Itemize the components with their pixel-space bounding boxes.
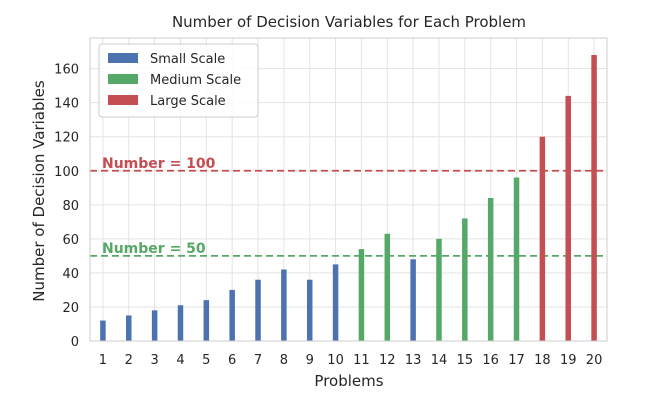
bar xyxy=(436,238,442,341)
x-tick-labels: 1 2 3 4 5 6 7 8 9 10 11 12 13 14 15 16 17 18 19 20 xyxy=(99,353,603,368)
y-tick-label: 20 xyxy=(62,301,79,316)
y-tick-label: 40 xyxy=(62,267,79,282)
legend-box xyxy=(98,43,259,118)
y-tick-label: 0 xyxy=(71,335,79,350)
x-tick-label: 16 xyxy=(482,353,499,368)
legend-swatch xyxy=(108,95,138,105)
x-tick-label: 7 xyxy=(254,353,262,368)
bar xyxy=(255,279,261,341)
y-tick-label: 160 xyxy=(54,63,79,78)
x-tick-label: 18 xyxy=(534,353,551,368)
legend-label: Small Scale xyxy=(150,52,225,67)
bar xyxy=(462,218,468,341)
plot-frame xyxy=(89,37,608,342)
y-axis-label: Number of Decision Variables xyxy=(30,80,48,302)
x-tick-label: 11 xyxy=(353,353,370,368)
bar xyxy=(591,55,597,342)
legend-swatch xyxy=(108,53,138,63)
bar xyxy=(306,279,313,341)
x-tick-label: 2 xyxy=(125,353,133,368)
reference-lines xyxy=(90,169,607,257)
bar xyxy=(151,310,158,341)
reference-line-label: Number = 100 xyxy=(102,156,216,172)
bar xyxy=(203,300,210,341)
x-tick-label: 19 xyxy=(560,353,577,368)
x-tick-label: 8 xyxy=(280,353,288,368)
x-tick-label: 5 xyxy=(202,353,210,368)
x-tick-label: 20 xyxy=(586,353,603,368)
legend-swatch xyxy=(108,74,138,84)
bar xyxy=(384,233,391,341)
legend-label: Large Scale xyxy=(150,94,226,109)
reference-labels: Number = 100 Number = 50 xyxy=(102,156,216,257)
bars xyxy=(100,55,597,342)
legend: Small Scale Medium Scale Large Scale xyxy=(98,43,259,118)
chart-title: Number of Decision Variables for Each Pr… xyxy=(172,13,526,31)
bar xyxy=(177,305,184,341)
x-tick-label: 13 xyxy=(405,353,422,368)
x-tick-label: 10 xyxy=(327,353,344,368)
y-tick-labels: 0 20 40 60 80 100 120 140 160 xyxy=(54,63,79,350)
bar xyxy=(281,269,287,341)
y-tick-label: 60 xyxy=(62,233,79,248)
bar xyxy=(565,95,571,341)
bar xyxy=(539,136,546,341)
reference-line-label: Number = 50 xyxy=(102,241,206,257)
x-tick-label: 12 xyxy=(379,353,396,368)
x-tick-label: 6 xyxy=(228,353,236,368)
y-tick-label: 120 xyxy=(54,131,79,146)
legend-label: Medium Scale xyxy=(150,73,241,88)
bar xyxy=(332,264,339,341)
x-tick-label: 17 xyxy=(508,353,525,368)
y-tick-label: 100 xyxy=(54,165,79,180)
x-tick-label: 1 xyxy=(99,353,107,368)
bar xyxy=(513,177,520,341)
bar xyxy=(487,198,494,341)
bar xyxy=(358,249,365,341)
x-tick-label: 4 xyxy=(176,353,184,368)
bar xyxy=(100,320,106,341)
bar xyxy=(126,315,132,341)
x-tick-label: 14 xyxy=(431,353,448,368)
y-tick-label: 140 xyxy=(54,97,79,112)
bar xyxy=(410,259,416,341)
y-tick-label: 80 xyxy=(62,199,79,214)
bar xyxy=(229,289,235,341)
x-axis-label: Problems xyxy=(314,372,383,390)
x-tick-label: 9 xyxy=(306,353,314,368)
x-tick-label: 3 xyxy=(150,353,158,368)
x-tick-label: 15 xyxy=(457,353,474,368)
